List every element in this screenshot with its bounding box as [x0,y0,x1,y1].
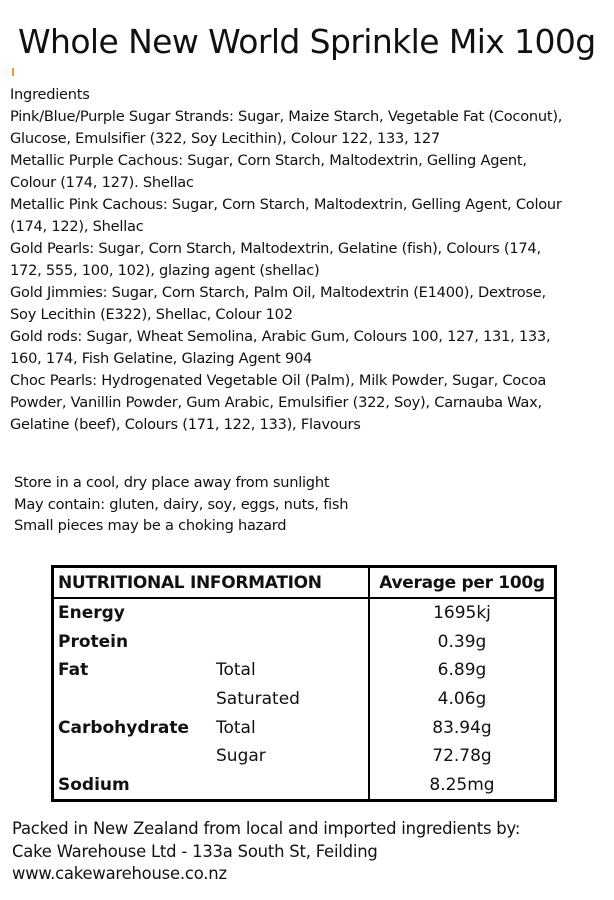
nutrition-row: Fat Total 6.89g [53,656,556,685]
ingredient-line: Powder, Vanillin Powder, Gum Arabic, Emu… [10,394,542,411]
storage-section: Store in a cool, dry place away from sun… [14,472,349,537]
nutrient-subtype: Total [216,660,256,681]
nutrient-subtype [212,598,369,628]
nutrient-value: 4.06g [368,684,556,714]
nutrient-name: Fat [58,660,89,681]
nutrient-value: 72.78g [368,741,556,771]
ingredient-line: Soy Lecithin (E322), Shellac, Colour 102 [10,306,293,323]
ingredient-line: Metallic Pink Cachous: Sugar, Corn Starc… [10,196,562,213]
company-address: Cake Warehouse Ltd - 133a South St, Feil… [12,841,378,861]
product-title: Whole New World Sprinkle Mix 100g [18,22,596,61]
ingredient-line: Choc Pearls: Hydrogenated Vegetable Oil … [10,372,547,389]
nutrient-value: 0.39g [368,627,556,657]
ingredient-line: Metallic Purple Cachous: Sugar, Corn Sta… [10,152,527,169]
nutrient-subtype: Total [216,717,256,738]
nutrition-header: NUTRITIONAL INFORMATION [52,566,369,599]
nutrient-name: Protein [58,631,129,652]
ingredient-line: 160, 174, Fish Gelatine, Glazing Agent 9… [10,350,313,367]
ingredients-heading: Ingredients [10,86,90,103]
ingredient-line: Gold rods: Sugar, Wheat Semolina, Arabic… [10,328,551,345]
ingredient-line: (174, 122), Shellac [10,218,144,235]
nutrient-name [53,742,213,771]
nutrient-value: 83.94g [368,713,556,742]
ingredient-line: Gelatine (beef), Colours (171, 122, 133)… [10,416,361,433]
ingredient-line: Colour (174, 127). Shellac [10,174,194,191]
nutrition-table: NUTRITIONAL INFORMATION Average per 100g… [51,565,557,803]
nutrition-row: Sugar 72.78g [53,741,556,771]
nutrition-header-row: NUTRITIONAL INFORMATION Average per 100g [52,566,556,599]
nutrient-name: Carbohydrate [58,717,190,738]
nutrient-subtype: Sugar [216,746,266,767]
nutrient-subtype [212,628,369,657]
allergen-line: May contain: gluten, dairy, soy, eggs, n… [14,495,349,513]
choking-warning: Small pieces may be a choking hazard [14,517,287,534]
ingredient-line: Glucose, Emulsifier (322, Soy Lecithin),… [10,130,440,147]
nutrition-row: Energy 1695kj [53,598,556,628]
nutrition-row: Carbohydrate Total 83.94g [53,713,556,742]
ingredient-line: Gold Jimmies: Sugar, Corn Starch, Palm O… [10,284,546,301]
nutrition-row: Protein 0.39g [53,627,556,657]
nutrient-value: 8.25mg [368,770,556,801]
packed-in-line: Packed in New Zealand from local and imp… [12,819,521,838]
ingredients-section: Ingredients Pink/Blue/Purple Sugar Stran… [10,84,610,436]
nutrient-subtype: Saturated [216,689,300,710]
nutrient-value: 6.89g [368,656,556,685]
footer: Packed in New Zealand from local and imp… [12,818,520,886]
storage-line: Store in a cool, dry place away from sun… [14,474,330,491]
nutrient-subtype [212,771,369,801]
ingredient-line: 172, 555, 100, 102), glazing agent (shel… [10,262,320,279]
nutrient-name [53,685,213,714]
nutrient-name: Sodium [58,774,130,795]
ingredient-line: Pink/Blue/Purple Sugar Strands: Sugar, M… [10,108,563,125]
nutrition-row: Sodium 8.25mg [53,770,556,801]
stray-mark [12,68,14,76]
nutrient-name: Energy [58,603,125,624]
nutrition-row: Saturated 4.06g [53,684,556,714]
website-link[interactable]: www.cakewarehouse.co.nz [12,864,227,883]
nutrient-value: 1695kj [368,598,556,628]
ingredient-line: Gold Pearls: Sugar, Corn Starch, Maltode… [10,240,541,257]
value-header: Average per 100g [368,566,556,599]
